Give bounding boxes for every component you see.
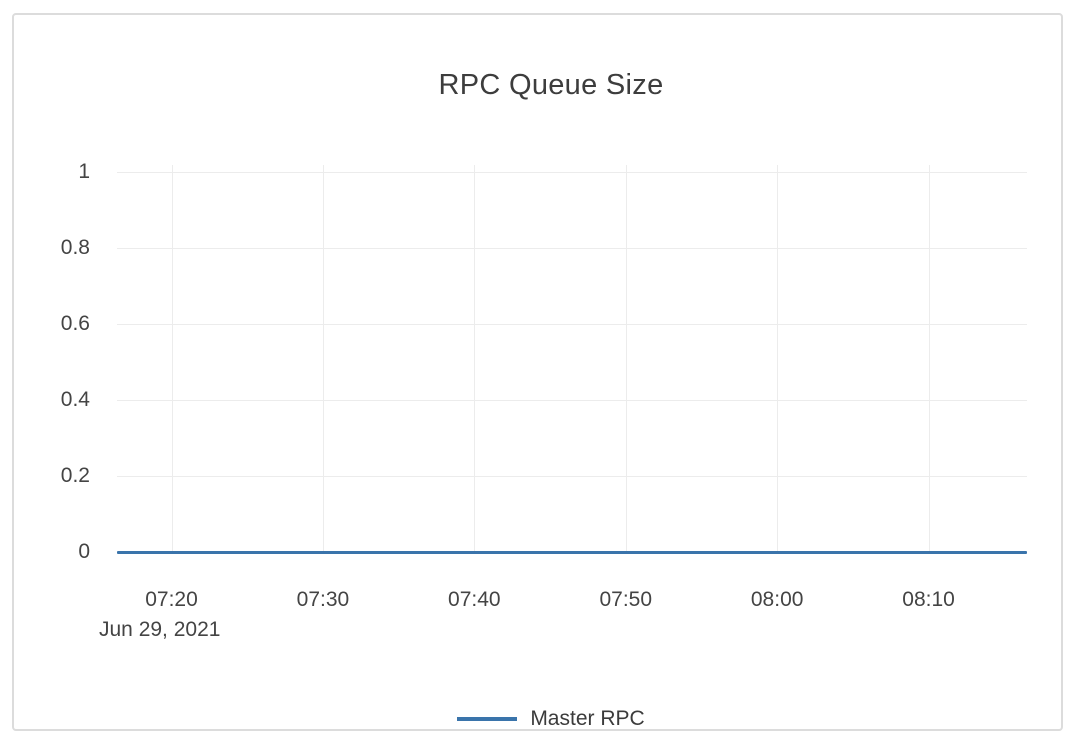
x-tick-label: 07:50 xyxy=(599,588,653,611)
legend-item-master-rpc[interactable]: Master RPC xyxy=(457,707,645,731)
gridline-vertical xyxy=(474,165,476,552)
plot-area xyxy=(117,165,1027,554)
legend: Master RPC xyxy=(14,707,1074,731)
chart-card: RPC Queue Size 0 0.2 0.4 0.6 0.8 1 07:20 07:30… xyxy=(12,13,1063,731)
legend-item-label: Master RPC xyxy=(530,707,645,730)
gridline-vertical xyxy=(171,165,173,552)
x-tick-label: 07:40 xyxy=(448,588,501,611)
gridline-horizontal xyxy=(117,476,1027,477)
chart-title: RPC Queue Size xyxy=(438,69,664,101)
gridline-vertical xyxy=(625,165,627,552)
y-tick-label: 0 xyxy=(78,540,90,563)
x-tick-label: 07:20 xyxy=(145,588,198,611)
y-tick-label: 0.4 xyxy=(60,388,90,411)
y-tick-label: 0.8 xyxy=(60,236,90,259)
legend-line-swatch xyxy=(457,717,518,721)
gridline-horizontal xyxy=(117,400,1027,401)
y-tick-label: 0.6 xyxy=(60,312,90,335)
series-line-master-rpc xyxy=(117,550,1027,554)
gridline-horizontal xyxy=(117,248,1027,249)
x-tick-label: 07:30 xyxy=(296,588,350,611)
gridline-vertical xyxy=(928,165,930,552)
gridline-vertical xyxy=(322,165,324,552)
x-tick-label: 08:10 xyxy=(902,588,955,611)
gridline-vertical xyxy=(777,165,779,552)
gridline-horizontal xyxy=(117,324,1027,325)
y-tick-label: 1 xyxy=(78,160,90,183)
gridline-horizontal xyxy=(117,172,1027,173)
y-tick-label: 0.2 xyxy=(60,464,90,487)
x-tick-label: 08:00 xyxy=(750,588,804,611)
x-axis-date-label: Jun 29, 2021 xyxy=(99,618,221,641)
